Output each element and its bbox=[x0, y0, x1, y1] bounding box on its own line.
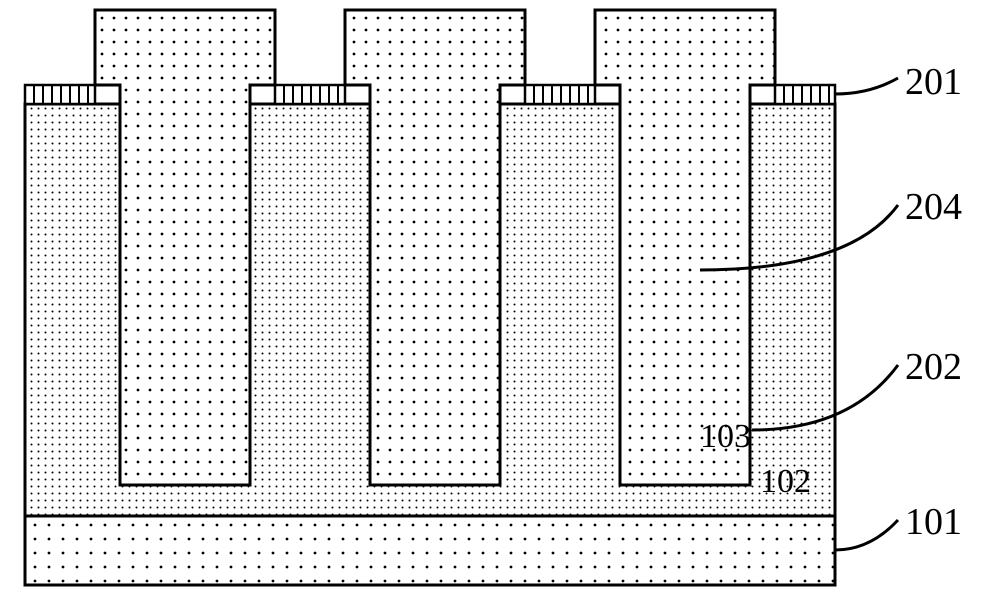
hatch-strip-3 bbox=[775, 85, 835, 104]
lbl-102: 102 bbox=[760, 463, 811, 501]
lbl-204: 204 bbox=[905, 185, 962, 229]
pillar-2 bbox=[595, 10, 775, 485]
leader-lbl-101 bbox=[835, 520, 898, 550]
lbl-101: 101 bbox=[905, 500, 962, 544]
lbl-201: 201 bbox=[905, 60, 962, 104]
leader-lbl-201 bbox=[835, 78, 898, 94]
cross-section-diagram bbox=[0, 0, 991, 598]
lbl-103: 103 bbox=[700, 418, 751, 456]
hatch-strip-1 bbox=[275, 85, 345, 104]
substrate-layer bbox=[25, 516, 835, 585]
hatch-strip-2 bbox=[525, 85, 595, 104]
pillar-0 bbox=[95, 10, 275, 485]
lbl-202: 202 bbox=[905, 345, 962, 389]
pillar-1 bbox=[345, 10, 525, 485]
hatch-strip-0 bbox=[25, 85, 95, 104]
